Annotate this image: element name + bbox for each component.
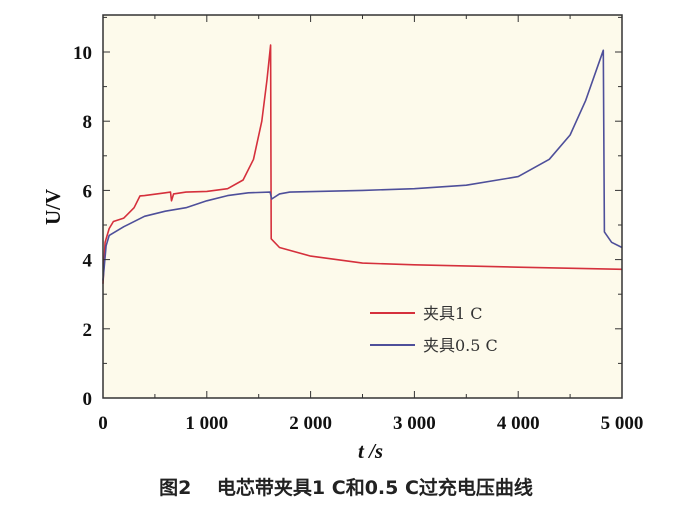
y-tick-label: 2 (83, 320, 93, 341)
y-tick-label: 0 (83, 389, 93, 410)
y-tick-label: 6 (83, 181, 93, 202)
y-tick-label: 10 (73, 43, 92, 64)
x-tick-label: 1 000 (185, 413, 228, 434)
x-tick-label: 5 000 (601, 413, 644, 434)
x-axis-label: t /s (358, 439, 383, 463)
legend-label-05c: 夹具0.5 C (423, 336, 498, 355)
figure-caption: 图2 电芯带夹具1 C和0.5 C过充电压曲线 (159, 476, 533, 499)
y-axis-label: U/V (41, 189, 65, 225)
x-tick-label: 4 000 (497, 413, 540, 434)
x-tick-label: 0 (98, 413, 108, 434)
y-tick-label: 8 (83, 112, 93, 133)
plot-background (103, 15, 622, 398)
legend-label-1c: 夹具1 C (423, 304, 483, 323)
x-tick-label: 3 000 (393, 413, 436, 434)
x-tick-label: 2 000 (289, 413, 332, 434)
legend: 夹具1 C 夹具0.5 C (370, 304, 498, 355)
y-tick-label: 4 (83, 251, 93, 272)
series-line-0 (102, 44, 623, 284)
series-line-1 (102, 49, 623, 281)
